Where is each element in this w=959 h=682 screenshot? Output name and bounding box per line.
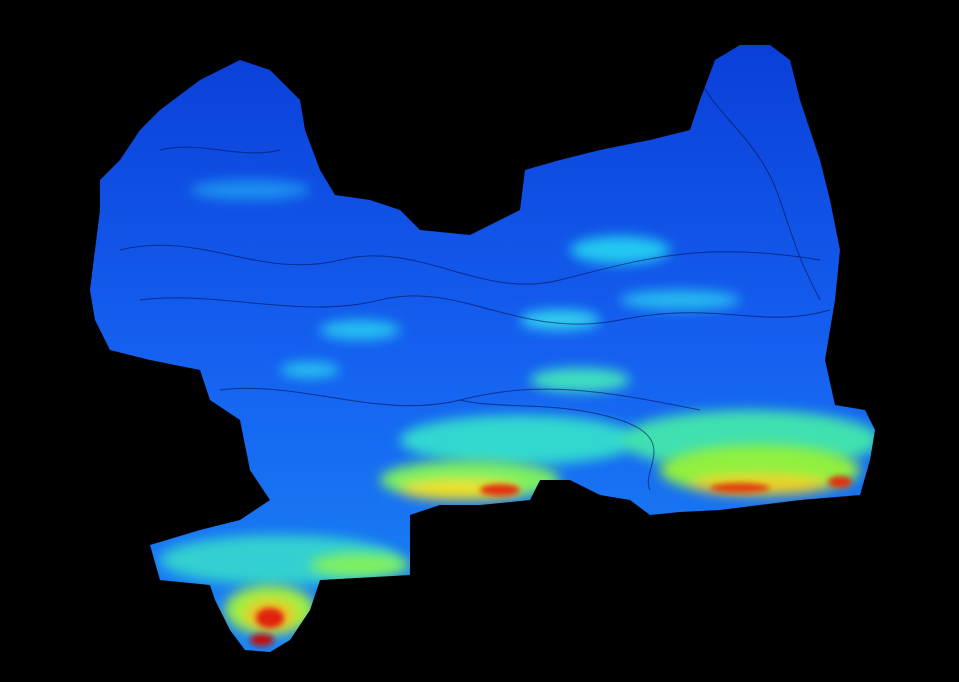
contours bbox=[119, 79, 831, 491]
mid-elevation bbox=[160, 180, 875, 585]
peaks bbox=[250, 476, 852, 646]
